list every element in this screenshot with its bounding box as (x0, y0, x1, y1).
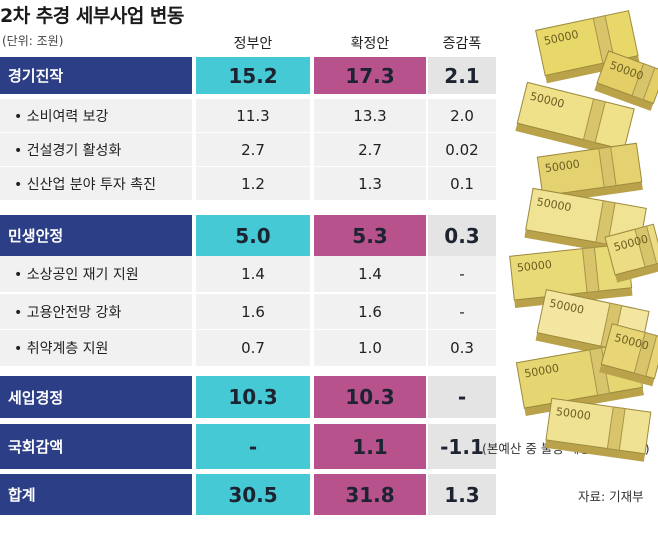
row-label: • 소상공인 재기 지원 (0, 256, 192, 292)
section-row: 국회감액 -1.1 -1.1 (0, 424, 500, 469)
value-final: 2.7 (314, 133, 426, 166)
row-label: • 건설경기 활성화 (0, 133, 192, 166)
table-row: • 취약계층 지원 0.7 1.0 0.3 (0, 330, 500, 366)
value-government: 1.6 (196, 294, 310, 329)
value-government: 0.7 (196, 330, 310, 366)
value-government: 11.3 (196, 99, 310, 132)
value-final: 13.3 (314, 99, 426, 132)
row-label: 세입경정 (0, 376, 192, 418)
table-row: • 건설경기 활성화 2.7 2.7 0.02 (0, 133, 500, 166)
money-bundle: 50000 (599, 323, 658, 387)
bill-denomination: 50000 (523, 362, 560, 381)
column-header-government: 정부안 (233, 36, 273, 52)
money-bundle: 50000 (544, 397, 652, 462)
value-government: 1.4 (196, 256, 310, 292)
row-label: • 고용안전망 강화 (0, 294, 192, 329)
chart-title: 2차 추경 세부사업 변동 (0, 5, 184, 27)
money-bundle: 50000 (515, 81, 635, 158)
value-final: 1.1 (314, 424, 426, 469)
value-final: 17.3 (314, 57, 426, 94)
value-government: 30.5 (196, 474, 310, 515)
value-change: - (428, 294, 496, 329)
column-header-final: 확정안 (350, 36, 390, 52)
value-change: 2.1 (428, 57, 496, 94)
row-label: • 취약계층 지원 (0, 330, 192, 366)
value-change: - (428, 256, 496, 292)
value-final: 1.4 (314, 256, 426, 292)
value-government: 1.2 (196, 167, 310, 200)
table-row: • 소비여력 보강 11.3 13.3 2.0 (0, 99, 500, 132)
table-row: • 고용안전망 강화 1.6 1.6- (0, 294, 500, 329)
table-row: • 소상공인 재기 지원 1.4 1.4- (0, 256, 500, 292)
section-row: 세입경정 10.3 10.3- (0, 376, 500, 418)
section-row: 합계 30.5 31.8 1.3 (0, 474, 500, 515)
value-government: - (196, 424, 310, 469)
value-final: 1.6 (314, 294, 426, 329)
table-row: • 신산업 분야 투자 촉진 1.2 1.3 0.1 (0, 167, 500, 200)
value-final: 31.8 (314, 474, 426, 515)
row-label: 경기진작 (0, 57, 192, 94)
bill-denomination: 50000 (516, 258, 552, 275)
value-final: 1.0 (314, 330, 426, 366)
money-bundle: 50000 (594, 50, 658, 111)
value-government: 2.7 (196, 133, 310, 166)
value-change: 0.3 (428, 215, 496, 256)
value-final: 1.3 (314, 167, 426, 200)
row-label: 민생안정 (0, 215, 192, 256)
value-government: 10.3 (196, 376, 310, 418)
value-government: 15.2 (196, 57, 310, 94)
bill-denomination: 50000 (544, 157, 580, 175)
value-final: 10.3 (314, 376, 426, 418)
row-label: 합계 (0, 474, 192, 515)
row-label: 국회감액 (0, 424, 192, 469)
value-final: 5.3 (314, 215, 426, 256)
bill-denomination: 50000 (555, 405, 591, 423)
column-header-change: 증감폭 (442, 36, 482, 52)
value-change: 0.02 (428, 133, 496, 166)
value-change: - (428, 376, 496, 418)
unit-label: (단위: 조원) (2, 34, 64, 48)
bill-denomination: 50000 (536, 195, 573, 214)
value-change: -1.1 (428, 424, 496, 469)
money-bundle: 50000 (536, 142, 643, 204)
value-change: 0.3 (428, 330, 496, 366)
section-row: 경기진작 15.2 17.3 2.1 (0, 57, 500, 94)
value-change: 0.1 (428, 167, 496, 200)
section-row: 민생안정 5.0 5.3 0.3 (0, 215, 500, 256)
row-label: • 소비여력 보강 (0, 99, 192, 132)
value-government: 5.0 (196, 215, 310, 256)
row-label: • 신산업 분야 투자 촉진 (0, 167, 192, 200)
money-bundle: 50000 (604, 223, 658, 283)
source-note: 자료: 기재부 (578, 488, 644, 504)
value-change: 2.0 (428, 99, 496, 132)
value-change: 1.3 (428, 474, 496, 515)
